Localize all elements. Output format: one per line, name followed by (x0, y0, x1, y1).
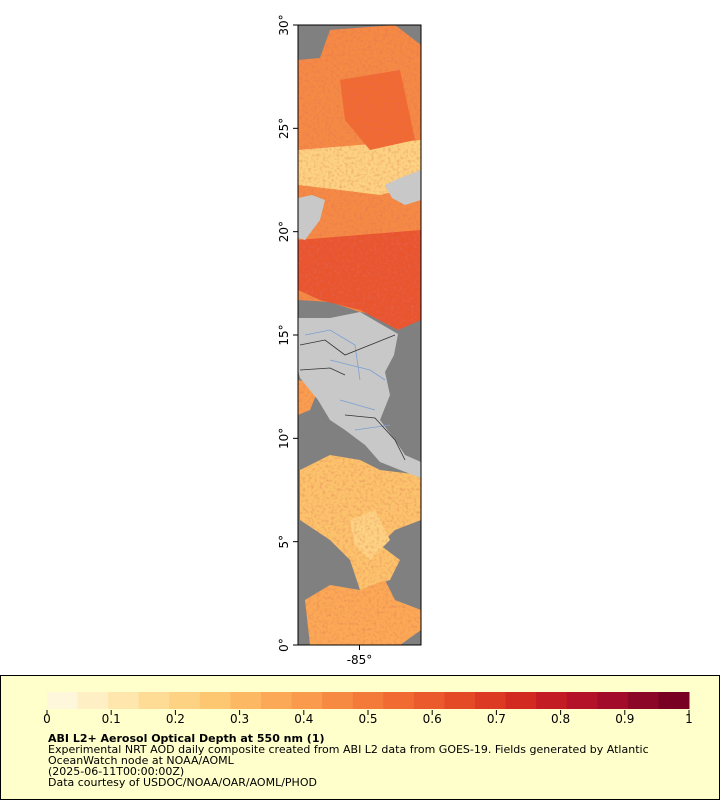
colorbar-segment (261, 692, 293, 709)
colorbar-segment (138, 692, 170, 709)
map-axes: 0° 5° 10° 15° 20° 25° 30° -85° (277, 14, 372, 667)
colorbar-segment (108, 692, 140, 709)
colorbar-segment (230, 692, 262, 709)
colorbar-tick-label: 0.5 (358, 712, 377, 726)
colorbar-segment (627, 692, 659, 709)
colorbar: 0 0.1 0.2 0.3 0.4 0.5 0.6 0.7 0.8 0.9 1 (43, 692, 693, 726)
y-tick-label: 30° (277, 14, 291, 35)
colorbar-tick-label: 0.7 (487, 712, 506, 726)
colorbar-segment (169, 692, 201, 709)
colorbar-segment (597, 692, 629, 709)
colorbar-tick-label: 0.1 (102, 712, 121, 726)
y-tick-label: 20° (277, 221, 291, 242)
y-tick-label: 25° (277, 118, 291, 139)
colorbar-segment (383, 692, 415, 709)
caption-line: Experimental NRT AOD daily composite cre… (48, 743, 649, 756)
caption-line: Data courtesy of USDOC/NOAA/OAR/AOML/PHO… (48, 776, 317, 789)
colorbar-tick-label: 1 (685, 712, 693, 726)
colorbar-segment (413, 692, 445, 709)
colorbar-segment (352, 692, 384, 709)
colorbar-tick-label: 0.2 (166, 712, 185, 726)
caption-line: (2025-06-11T00:00:00Z) (48, 765, 184, 778)
colorbar-segment (505, 692, 537, 709)
colorbar-segment (199, 692, 231, 709)
colorbar-segment (47, 692, 79, 709)
colorbar-tick-label: 0.9 (615, 712, 634, 726)
y-tick-label: 15° (277, 324, 291, 345)
map-image (298, 25, 421, 645)
colorbar-segment (566, 692, 598, 709)
colorbar-tick-label: 0.6 (423, 712, 442, 726)
colorbar-segment (77, 692, 109, 709)
colorbar-segment (291, 692, 323, 709)
colorbar-segment (536, 692, 568, 709)
y-tick-label: 0° (277, 638, 291, 652)
colorbar-segment (444, 692, 476, 709)
colorbar-tick-label: 0.3 (230, 712, 249, 726)
colorbar-tick-label: 0.4 (294, 712, 313, 726)
colorbar-segment (322, 692, 354, 709)
x-tick-label: -85° (347, 653, 373, 667)
y-tick-label: 5° (277, 535, 291, 549)
colorbar-segment (658, 692, 690, 709)
colorbar-tick-label: 0 (43, 712, 51, 726)
colorbar-tick-label: 0.8 (551, 712, 570, 726)
caption-line: OceanWatch node at NOAA/AOML (48, 754, 235, 767)
caption-title: ABI L2+ Aerosol Optical Depth at 550 nm … (48, 732, 325, 745)
y-tick-label: 10° (277, 428, 291, 449)
colorbar-segment (475, 692, 507, 709)
